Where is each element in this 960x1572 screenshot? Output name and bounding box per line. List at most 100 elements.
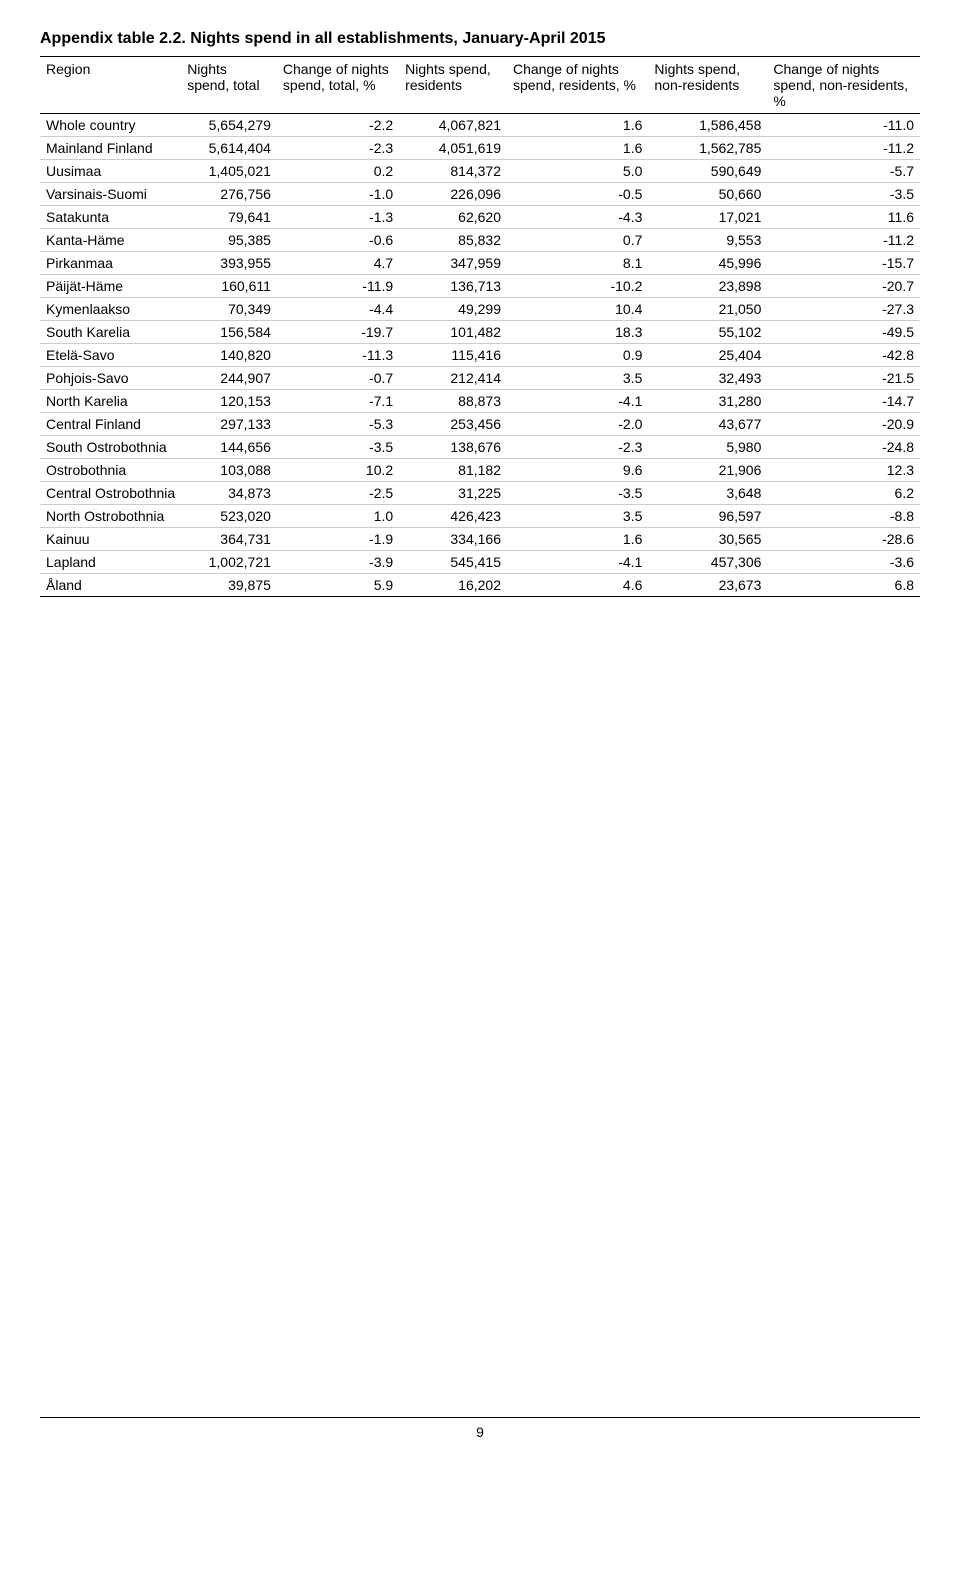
- cell-total: 160,611: [181, 275, 277, 298]
- cell-residents: 85,832: [399, 229, 507, 252]
- cell-region: Lapland: [40, 551, 181, 574]
- table-row: Kainuu364,731-1.9334,1661.630,565-28.6: [40, 528, 920, 551]
- cell-residents: 426,423: [399, 505, 507, 528]
- cell-residents-change: 1.6: [507, 528, 648, 551]
- cell-region: Kanta-Häme: [40, 229, 181, 252]
- table-row: Central Ostrobothnia34,873-2.531,225-3.5…: [40, 482, 920, 505]
- cell-nonresidents: 45,996: [648, 252, 767, 275]
- cell-nonresidents: 9,553: [648, 229, 767, 252]
- cell-total-change: -4.4: [277, 298, 399, 321]
- cell-total: 34,873: [181, 482, 277, 505]
- cell-nonresidents: 457,306: [648, 551, 767, 574]
- cell-total-change: -7.1: [277, 390, 399, 413]
- cell-nonresidents-change: -3.6: [767, 551, 920, 574]
- header-row: Region Nights spend, total Change of nig…: [40, 57, 920, 114]
- cell-nonresidents: 25,404: [648, 344, 767, 367]
- col-residents-change: Change of nights spend, residents, %: [507, 57, 648, 114]
- table-row: Lapland1,002,721-3.9545,415-4.1457,306-3…: [40, 551, 920, 574]
- cell-residents: 253,456: [399, 413, 507, 436]
- cell-residents: 138,676: [399, 436, 507, 459]
- cell-nonresidents-change: 11.6: [767, 206, 920, 229]
- cell-residents: 347,959: [399, 252, 507, 275]
- cell-region: Etelä-Savo: [40, 344, 181, 367]
- cell-total: 364,731: [181, 528, 277, 551]
- cell-total: 5,614,404: [181, 137, 277, 160]
- col-total: Nights spend, total: [181, 57, 277, 114]
- cell-total: 523,020: [181, 505, 277, 528]
- cell-total: 120,153: [181, 390, 277, 413]
- cell-region: South Ostrobothnia: [40, 436, 181, 459]
- cell-total-change: -19.7: [277, 321, 399, 344]
- cell-nonresidents: 3,648: [648, 482, 767, 505]
- cell-nonresidents: 21,050: [648, 298, 767, 321]
- cell-residents: 226,096: [399, 183, 507, 206]
- cell-total: 1,002,721: [181, 551, 277, 574]
- cell-region: South Karelia: [40, 321, 181, 344]
- cell-nonresidents-change: -14.7: [767, 390, 920, 413]
- cell-residents-change: -4.1: [507, 390, 648, 413]
- cell-total-change: -0.7: [277, 367, 399, 390]
- cell-residents-change: 18.3: [507, 321, 648, 344]
- cell-residents-change: 8.1: [507, 252, 648, 275]
- cell-region: Kainuu: [40, 528, 181, 551]
- cell-residents-change: 0.9: [507, 344, 648, 367]
- cell-total-change: -11.9: [277, 275, 399, 298]
- cell-region: Åland: [40, 574, 181, 597]
- cell-total: 393,955: [181, 252, 277, 275]
- cell-residents-change: -10.2: [507, 275, 648, 298]
- cell-nonresidents-change: -15.7: [767, 252, 920, 275]
- cell-nonresidents-change: -24.8: [767, 436, 920, 459]
- cell-residents: 4,067,821: [399, 114, 507, 137]
- cell-nonresidents: 32,493: [648, 367, 767, 390]
- cell-region: Uusimaa: [40, 160, 181, 183]
- cell-total-change: 5.9: [277, 574, 399, 597]
- cell-residents-change: 1.6: [507, 137, 648, 160]
- cell-region: Pohjois-Savo: [40, 367, 181, 390]
- cell-total: 39,875: [181, 574, 277, 597]
- cell-region: Mainland Finland: [40, 137, 181, 160]
- cell-nonresidents: 96,597: [648, 505, 767, 528]
- cell-residents: 81,182: [399, 459, 507, 482]
- cell-total: 79,641: [181, 206, 277, 229]
- cell-residents-change: 3.5: [507, 367, 648, 390]
- cell-total-change: -1.9: [277, 528, 399, 551]
- table-row: Etelä-Savo140,820-11.3115,4160.925,404-4…: [40, 344, 920, 367]
- cell-residents: 31,225: [399, 482, 507, 505]
- table-row: Mainland Finland5,614,404-2.34,051,6191.…: [40, 137, 920, 160]
- cell-nonresidents: 30,565: [648, 528, 767, 551]
- cell-region: Pirkanmaa: [40, 252, 181, 275]
- cell-total-change: -2.2: [277, 114, 399, 137]
- cell-nonresidents: 55,102: [648, 321, 767, 344]
- table-row: North Ostrobothnia523,0201.0426,4233.596…: [40, 505, 920, 528]
- cell-residents-change: -2.0: [507, 413, 648, 436]
- cell-total: 244,907: [181, 367, 277, 390]
- cell-region: Satakunta: [40, 206, 181, 229]
- cell-total-change: -3.9: [277, 551, 399, 574]
- cell-nonresidents-change: -20.7: [767, 275, 920, 298]
- cell-total-change: -11.3: [277, 344, 399, 367]
- table-title: Appendix table 2.2. Nights spend in all …: [40, 30, 920, 48]
- cell-residents-change: -2.3: [507, 436, 648, 459]
- col-total-change: Change of nights spend, total, %: [277, 57, 399, 114]
- cell-nonresidents-change: -49.5: [767, 321, 920, 344]
- table-row: Pohjois-Savo244,907-0.7212,4143.532,493-…: [40, 367, 920, 390]
- nights-table: Region Nights spend, total Change of nig…: [40, 56, 920, 597]
- table-row: South Karelia156,584-19.7101,48218.355,1…: [40, 321, 920, 344]
- page-number: 9: [40, 1417, 920, 1440]
- cell-nonresidents-change: -20.9: [767, 413, 920, 436]
- table-row: Kymenlaakso70,349-4.449,29910.421,050-27…: [40, 298, 920, 321]
- cell-nonresidents: 31,280: [648, 390, 767, 413]
- cell-region: Kymenlaakso: [40, 298, 181, 321]
- cell-total-change: -5.3: [277, 413, 399, 436]
- cell-total: 276,756: [181, 183, 277, 206]
- col-region: Region: [40, 57, 181, 114]
- cell-residents-change: 1.6: [507, 114, 648, 137]
- table-row: Uusimaa1,405,0210.2814,3725.0590,649-5.7: [40, 160, 920, 183]
- cell-residents: 115,416: [399, 344, 507, 367]
- col-nonresidents-change: Change of nights spend, non-residents, %: [767, 57, 920, 114]
- cell-nonresidents: 50,660: [648, 183, 767, 206]
- table-row: Ostrobothnia103,08810.281,1829.621,90612…: [40, 459, 920, 482]
- cell-total: 103,088: [181, 459, 277, 482]
- cell-nonresidents: 23,898: [648, 275, 767, 298]
- cell-residents-change: -4.1: [507, 551, 648, 574]
